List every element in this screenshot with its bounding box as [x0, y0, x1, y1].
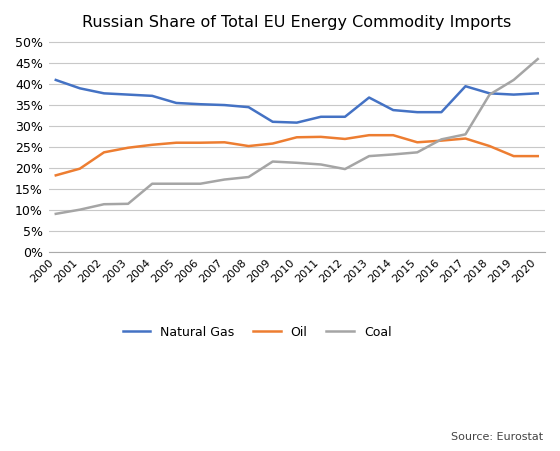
- Coal: [221, 177, 228, 182]
- Oil: [510, 153, 517, 159]
- Natural Gas: [77, 86, 83, 91]
- Natural Gas: [173, 100, 180, 106]
- Oil: [390, 133, 396, 138]
- Oil: [534, 153, 541, 159]
- Coal: [318, 162, 324, 167]
- Oil: [366, 133, 372, 138]
- Line: Oil: Oil: [56, 135, 538, 175]
- Natural Gas: [366, 95, 372, 100]
- Coal: [486, 92, 493, 97]
- Natural Gas: [221, 102, 228, 108]
- Coal: [366, 153, 372, 159]
- Natural Gas: [293, 120, 300, 125]
- Oil: [293, 134, 300, 140]
- Natural Gas: [438, 110, 445, 115]
- Natural Gas: [534, 91, 541, 96]
- Natural Gas: [318, 114, 324, 120]
- Oil: [221, 140, 228, 145]
- Coal: [462, 132, 469, 137]
- Oil: [101, 150, 108, 155]
- Natural Gas: [269, 119, 276, 124]
- Coal: [342, 166, 348, 172]
- Text: Source: Eurostat: Source: Eurostat: [451, 432, 543, 442]
- Oil: [197, 140, 204, 145]
- Coal: [534, 56, 541, 62]
- Coal: [197, 181, 204, 186]
- Line: Coal: Coal: [56, 59, 538, 214]
- Oil: [318, 134, 324, 139]
- Natural Gas: [462, 83, 469, 89]
- Oil: [342, 136, 348, 142]
- Coal: [53, 211, 59, 216]
- Oil: [173, 140, 180, 145]
- Coal: [269, 159, 276, 164]
- Oil: [125, 145, 132, 151]
- Natural Gas: [125, 92, 132, 97]
- Oil: [462, 136, 469, 141]
- Natural Gas: [101, 91, 108, 96]
- Coal: [101, 202, 108, 207]
- Oil: [53, 173, 59, 178]
- Coal: [125, 201, 132, 207]
- Natural Gas: [342, 114, 348, 120]
- Natural Gas: [245, 105, 252, 110]
- Oil: [269, 141, 276, 146]
- Coal: [149, 181, 156, 186]
- Legend: Natural Gas, Oil, Coal: Natural Gas, Oil, Coal: [123, 326, 391, 339]
- Line: Natural Gas: Natural Gas: [56, 80, 538, 123]
- Coal: [438, 137, 445, 142]
- Title: Russian Share of Total EU Energy Commodity Imports: Russian Share of Total EU Energy Commodi…: [82, 15, 511, 30]
- Natural Gas: [149, 93, 156, 99]
- Natural Gas: [510, 92, 517, 97]
- Oil: [438, 138, 445, 143]
- Coal: [390, 152, 396, 157]
- Coal: [293, 160, 300, 166]
- Coal: [510, 77, 517, 83]
- Natural Gas: [414, 110, 421, 115]
- Oil: [77, 166, 83, 171]
- Oil: [245, 143, 252, 149]
- Coal: [77, 207, 83, 212]
- Oil: [486, 143, 493, 149]
- Natural Gas: [390, 107, 396, 113]
- Oil: [149, 142, 156, 147]
- Natural Gas: [197, 101, 204, 107]
- Natural Gas: [486, 91, 493, 96]
- Oil: [414, 140, 421, 145]
- Coal: [173, 181, 180, 186]
- Natural Gas: [53, 77, 59, 83]
- Coal: [245, 175, 252, 180]
- Coal: [414, 150, 421, 155]
